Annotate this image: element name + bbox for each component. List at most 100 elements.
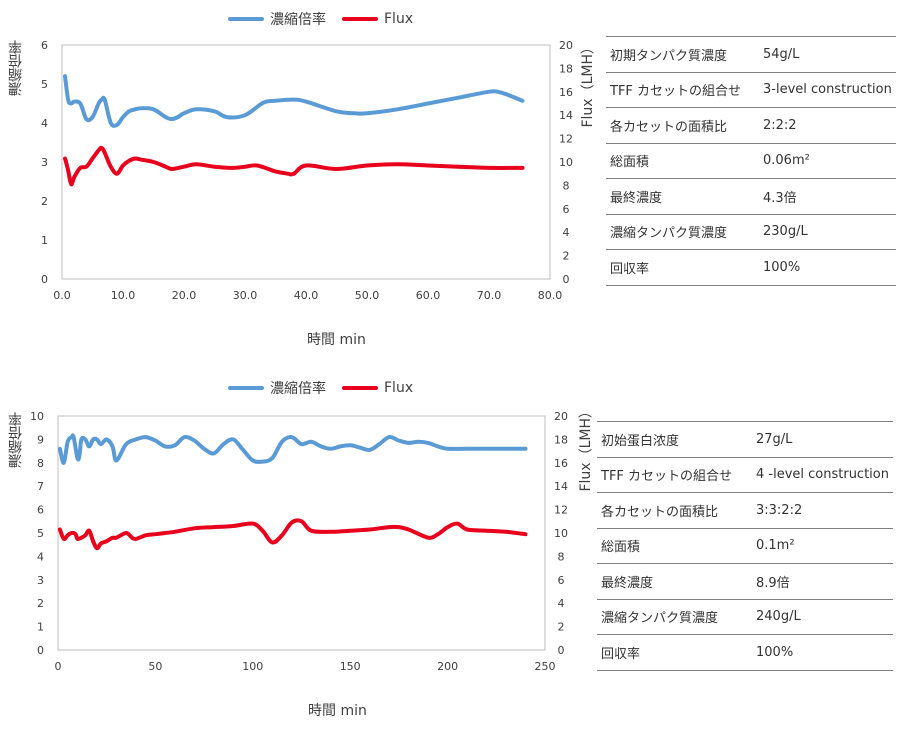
x-tick-label: 250 (535, 660, 556, 673)
plot-area-border (57, 415, 546, 651)
spec-value: 100% (759, 249, 896, 286)
concentration-series-line (63, 74, 525, 128)
spec-value: 0.06m² (759, 143, 896, 179)
top-chart-legend: 濃縮倍率 Flux (228, 9, 429, 29)
legend-swatch-red (342, 386, 378, 390)
spec-key: 回収率 (606, 249, 759, 286)
spec-value: 4.3倍 (759, 178, 896, 215)
x-tick-label: 80.0 (538, 289, 563, 302)
x-tick-label: 50 (148, 660, 162, 673)
y-right-tick-label: 4 (558, 597, 565, 610)
spec-key: 初始蛋白浓度 (597, 421, 752, 458)
y-axis-right-title: Flux（LMH） (578, 404, 594, 492)
spec-value: 8.9倍 (752, 563, 893, 600)
spec-row: 総面積 0.06m² (606, 143, 896, 179)
y-right-tick-label: 10 (554, 527, 568, 540)
y-left-tick-label: 0 (37, 644, 44, 657)
spec-row: 各カセットの面積比 2:2:2 (606, 107, 896, 144)
x-tick-label: 150 (340, 660, 361, 673)
y-left-tick-label: 0 (41, 273, 48, 286)
x-tick-label: 60.0 (416, 289, 441, 302)
legend-label: 濃縮倍率 (270, 381, 326, 397)
legend-swatch-blue (228, 17, 264, 21)
y-axis-left-title: 濃縮倍率 (8, 412, 24, 468)
spec-key: 総面積 (597, 528, 752, 564)
x-axis-title: 時間 min (308, 703, 367, 719)
spec-key: 各カセットの面積比 (606, 107, 759, 144)
y-left-tick-label: 3 (41, 156, 48, 169)
flux-series-line (63, 145, 525, 187)
spec-key: TFF カセットの組合せ (606, 72, 759, 108)
spec-row: 濃縮タンパク質濃度 240g/L (597, 599, 893, 635)
spec-row: TFF カセットの組合せ 4 -level construction (597, 457, 893, 493)
spec-value: 240g/L (752, 599, 893, 635)
spec-row: 初始蛋白浓度 27g/L (597, 421, 893, 458)
y-left-tick-label: 2 (41, 195, 48, 208)
legend-item-concentration: 濃縮倍率 (228, 378, 326, 398)
bottom-spec-table: 初始蛋白浓度 27g/L TFF カセットの組合せ 4 -level construc… (597, 421, 893, 671)
x-tick-label: 70.0 (477, 289, 502, 302)
spec-row: 最終濃度 4.3倍 (606, 178, 896, 215)
spec-key: 総面積 (606, 143, 759, 179)
y-right-tick-label: 0 (558, 644, 565, 657)
spec-value: 54g/L (759, 36, 896, 73)
legend-label: Flux (384, 380, 414, 396)
flux-series-line (57, 518, 528, 551)
y-right-tick-label: 16 (554, 457, 568, 470)
y-left-tick-label: 1 (37, 621, 44, 634)
y-right-tick-label: 10 (559, 156, 573, 169)
spec-key: TFF カセットの組合せ (597, 457, 752, 493)
legend-label: Flux (384, 11, 414, 27)
y-left-tick-label: 2 (37, 597, 44, 610)
spec-value: 0.1m² (752, 528, 893, 564)
y-right-tick-label: 0 (563, 273, 570, 286)
y-left-tick-label: 4 (37, 550, 44, 563)
spec-key: 初期タンパク質濃度 (606, 36, 759, 73)
y-left-tick-label: 7 (37, 480, 44, 493)
spec-key: 濃縮タンパク質濃度 (597, 599, 752, 635)
legend-item-flux: Flux (342, 11, 413, 27)
y-right-tick-label: 14 (559, 109, 573, 122)
spec-row: 濃縮タンパク質濃度 230g/L (606, 214, 896, 250)
y-axis-left-title: 濃縮倍率 (8, 40, 24, 96)
y-left-tick-label: 6 (41, 39, 48, 52)
legend-label: 濃縮倍率 (270, 12, 326, 28)
spec-row: 各カセットの面積比 3:3:2:2 (597, 492, 893, 529)
spec-value: 2:2:2 (759, 107, 896, 144)
legend-swatch-red (342, 17, 378, 21)
x-tick-label: 100 (242, 660, 263, 673)
spec-value: 3-level construction (759, 72, 896, 108)
y-right-tick-label: 18 (554, 433, 568, 446)
y-axis-right-title: Flux（LMH） (580, 40, 596, 128)
spec-key: 最終濃度 (597, 563, 752, 600)
y-left-tick-label: 9 (37, 433, 44, 446)
y-right-tick-label: 12 (554, 504, 568, 517)
x-tick-label: 0.0 (53, 289, 71, 302)
y-right-tick-label: 20 (559, 39, 573, 52)
spec-value: 4 -level construction (752, 457, 893, 493)
x-tick-label: 10.0 (111, 289, 136, 302)
spec-row: 初期タンパク質濃度 54g/L (606, 36, 896, 73)
y-right-tick-label: 4 (563, 226, 570, 239)
y-left-tick-label: 8 (37, 457, 44, 470)
x-tick-label: 40.0 (294, 289, 319, 302)
y-right-tick-label: 14 (554, 480, 568, 493)
spec-row: 回収率 100% (606, 249, 896, 286)
bottom-chart-panel: 0 1 2 3 4 5 6 7 8 9 10 0 2 4 6 8 10 12 14 16 18 20 0 50 100 150 20… (0, 366, 901, 733)
spec-key: 各カセットの面積比 (597, 492, 752, 529)
y-left-tick-label: 5 (41, 78, 48, 91)
top-chart-panel: 0 1 2 3 4 5 6 0 2 4 6 8 10 12 14 16 18 20 0.0 10.0 20.0 30.0 4… (0, 0, 901, 366)
spec-value: 230g/L (759, 214, 896, 250)
legend-item-flux: Flux (342, 380, 413, 396)
x-tick-label: 30.0 (233, 289, 258, 302)
y-right-tick-label: 6 (563, 203, 570, 216)
y-right-tick-label: 8 (563, 179, 570, 192)
legend-item-concentration: 濃縮倍率 (228, 9, 326, 29)
spec-key: 回収率 (597, 634, 752, 671)
spec-row: 最終濃度 8.9倍 (597, 563, 893, 600)
x-tick-label: 0 (55, 660, 62, 673)
bottom-chart-legend: 濃縮倍率 Flux (228, 378, 429, 398)
plot-area-border (61, 44, 551, 280)
